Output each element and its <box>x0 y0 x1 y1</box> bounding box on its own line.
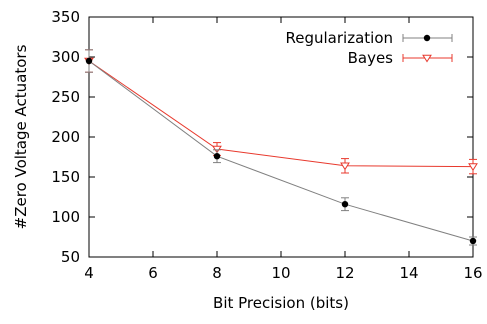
series-bayes <box>84 49 478 175</box>
legend-item: Bayes <box>348 49 453 67</box>
y-tick-label: 50 <box>61 248 80 266</box>
y-tick-label: 150 <box>51 168 80 186</box>
y-tick-label: 250 <box>51 88 80 106</box>
y-tick-label: 300 <box>51 48 80 66</box>
data-point <box>340 162 350 171</box>
data-point <box>85 57 93 65</box>
data-point <box>423 34 431 42</box>
x-axis: 4 6 8 10 12 14 16 <box>84 17 483 282</box>
x-tick-label: 12 <box>335 264 354 282</box>
series-line <box>88 60 474 242</box>
x-axis-title: Bit Precision (bits) <box>213 294 349 312</box>
legend: Regularization Bayes <box>286 29 453 67</box>
legend-label: Regularization <box>286 29 394 47</box>
plot-frame <box>88 16 474 258</box>
series-regularization <box>85 49 477 246</box>
x-tick-label: 6 <box>148 264 158 282</box>
data-point <box>213 153 221 160</box>
x-tick-label: 14 <box>399 264 418 282</box>
series-line <box>88 60 474 168</box>
y-tick-label: 100 <box>51 208 80 226</box>
legend-label: Bayes <box>348 49 394 67</box>
data-point <box>341 201 349 208</box>
x-tick-label: 4 <box>84 264 94 282</box>
x-tick-label: 16 <box>463 264 482 282</box>
data-point <box>469 237 477 245</box>
x-tick-label: 10 <box>271 264 290 282</box>
data-point <box>468 163 478 172</box>
y-tick-label: 200 <box>51 128 80 146</box>
data-point <box>422 54 432 63</box>
series-layer <box>84 49 478 246</box>
x-tick-label: 8 <box>212 264 222 282</box>
y-axis: 50 100 150 200 250 300 350 <box>51 8 473 266</box>
legend-item: Regularization <box>286 29 453 47</box>
y-axis-title: #Zero Voltage Actuators <box>12 44 30 229</box>
y-tick-label: 350 <box>51 8 80 26</box>
